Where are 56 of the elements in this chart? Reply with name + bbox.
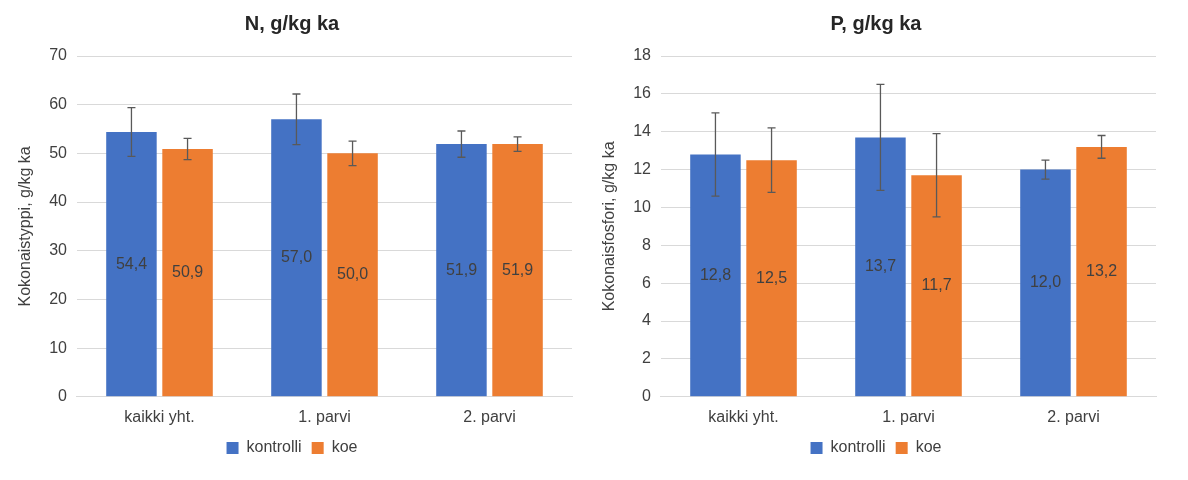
- y-tick-label: 10: [633, 197, 652, 215]
- chart-title: P, g/kg ka: [830, 11, 923, 34]
- bar: [106, 131, 157, 397]
- y-tick-label: 50: [49, 143, 68, 161]
- y-tick-label: 12: [633, 160, 652, 178]
- y-tick-label: 2: [642, 349, 652, 367]
- y-tick-label: 14: [633, 122, 652, 140]
- chart-title: N, g/kg ka: [244, 11, 341, 34]
- data-label: 50,0: [336, 265, 369, 283]
- y-tick-label: 40: [49, 192, 68, 210]
- y-tick-label: 6: [642, 273, 652, 291]
- data-label: 12,5: [755, 268, 788, 286]
- data-label: 13,2: [1085, 262, 1118, 279]
- y-tick-label: 30: [49, 241, 68, 259]
- y-tick-label: 18: [633, 46, 652, 64]
- y-tick-label: 0: [58, 387, 68, 405]
- x-tick-label: 1. parvi: [882, 407, 935, 425]
- legend-label: kontrolli: [830, 438, 886, 456]
- bar: [746, 160, 797, 397]
- bar: [690, 154, 741, 397]
- x-tick-label: kaikki yht.: [708, 407, 779, 425]
- y-axis-title: Kokonaistyppi, g/kg ka: [16, 146, 34, 307]
- x-tick-label: 2. parvi: [1047, 407, 1100, 425]
- y-tick-label: 8: [642, 235, 652, 253]
- y-tick-label: 70: [49, 46, 68, 64]
- bar: [1076, 146, 1127, 397]
- data-label: 51,9: [501, 260, 534, 278]
- legend-label: koe: [331, 438, 358, 456]
- data-label: 51,9: [445, 260, 478, 278]
- bar: [492, 144, 543, 397]
- y-tick-label: 10: [49, 338, 68, 356]
- data-label: 12,0: [1029, 273, 1062, 291]
- y-tick-label: 0: [642, 387, 652, 405]
- data-label: 13,7: [864, 257, 897, 275]
- data-label: 57,0: [280, 248, 313, 266]
- x-tick-label: 2. parvi: [463, 407, 516, 425]
- data-label: 54,4: [115, 254, 148, 272]
- data-label: 12,8: [699, 265, 732, 283]
- bar: [327, 153, 378, 397]
- bar: [271, 119, 322, 397]
- y-tick-label: 60: [49, 95, 68, 113]
- bar: [911, 175, 962, 397]
- legend-label: kontrolli: [246, 438, 302, 456]
- bar: [162, 148, 213, 397]
- y-tick-label: 4: [642, 311, 652, 329]
- data-label: 50,9: [171, 263, 204, 281]
- y-tick-label: 16: [633, 84, 652, 102]
- bar: [1020, 169, 1071, 397]
- bar: [855, 137, 906, 397]
- data-label: 11,7: [921, 276, 952, 294]
- y-axis-title: Kokonaisfosfori, g/kg ka: [600, 141, 618, 312]
- x-tick-label: 1. parvi: [298, 407, 351, 425]
- x-tick-label: kaikki yht.: [124, 407, 195, 425]
- bar: [436, 144, 487, 397]
- y-tick-label: 20: [49, 289, 68, 307]
- legend-label: koe: [915, 438, 942, 456]
